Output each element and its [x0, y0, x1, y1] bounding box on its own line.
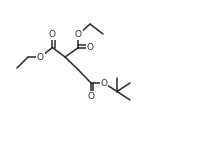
Text: O: O: [86, 43, 94, 52]
Text: O: O: [101, 79, 107, 87]
Text: O: O: [88, 92, 95, 101]
Text: O: O: [49, 30, 56, 39]
Text: O: O: [37, 52, 44, 62]
Text: O: O: [75, 30, 82, 39]
